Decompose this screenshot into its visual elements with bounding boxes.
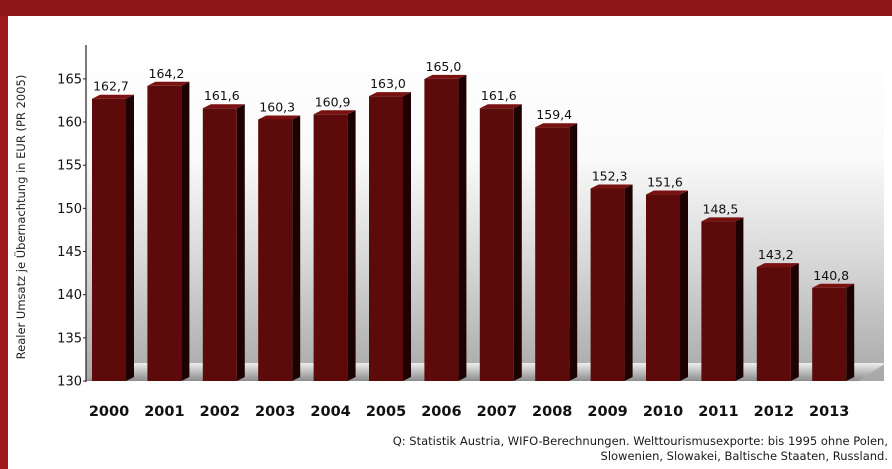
header-band <box>0 0 892 16</box>
x-tick-label: 2001 <box>144 404 184 420</box>
x-tick-label: 2008 <box>532 404 572 420</box>
bar-side <box>624 184 633 381</box>
x-tick-label: 2000 <box>89 404 129 420</box>
bar <box>147 85 182 382</box>
bar <box>258 119 293 381</box>
x-tick-label: 2007 <box>477 404 517 420</box>
bar <box>202 108 237 382</box>
bar-value-label: 161,6 <box>204 88 240 103</box>
y-axis-label: Realer Umsatz je Übernachtung in EUR (PR… <box>12 75 28 360</box>
bar-value-label: 160,3 <box>259 99 295 114</box>
y-tick-label: 160 <box>57 116 82 131</box>
y-tick-label: 150 <box>57 202 82 217</box>
y-tick-label: 135 <box>57 331 82 346</box>
bar-value-label: 148,5 <box>703 201 739 216</box>
x-tick-label: 2011 <box>698 404 738 420</box>
bar-chart: 162,7 164,2 161,6 160,3 160,9 163,0 165,0 161,6… <box>12 36 886 420</box>
bar-value-label: 159,4 <box>536 107 572 122</box>
bar-side <box>513 104 522 382</box>
bar <box>369 96 403 381</box>
bar-top <box>701 217 744 222</box>
bar-value-label: 143,2 <box>758 247 794 262</box>
x-tick-label: 2004 <box>310 404 350 420</box>
bar-side <box>569 123 578 382</box>
x-tick-label: 2010 <box>643 404 683 420</box>
bar-top <box>258 115 301 120</box>
bar <box>756 267 791 381</box>
bar-side <box>680 190 688 381</box>
x-tick-label: 2003 <box>255 404 295 420</box>
x-tick-label: 2013 <box>809 404 849 420</box>
bar-value-label: 163,0 <box>370 76 406 91</box>
bar-value-label: 152,3 <box>592 169 628 184</box>
bar-top <box>202 104 245 109</box>
y-tick-label: 140 <box>57 288 82 303</box>
bar-value-label: 164,2 <box>149 66 185 81</box>
bar-top <box>313 110 356 115</box>
x-tick-label: 2012 <box>754 404 794 420</box>
bar-value-label: 151,6 <box>647 175 683 190</box>
bar <box>812 287 847 381</box>
y-tick-label: 155 <box>57 159 82 174</box>
bar <box>535 127 570 381</box>
bar-top <box>756 263 799 268</box>
bar-side <box>181 81 190 382</box>
bar <box>424 78 459 381</box>
bar-top <box>590 184 633 189</box>
y-tick-label: 130 <box>57 375 82 390</box>
y-tick-label: 145 <box>57 245 82 260</box>
bar-top <box>369 92 411 97</box>
bar-top <box>424 74 467 79</box>
bar-top <box>535 123 578 128</box>
bar-top <box>147 81 190 86</box>
bar-value-label: 165,0 <box>426 59 462 74</box>
bar-side <box>458 74 467 381</box>
source-line-2: Slowenien, Slowakei, Baltische Staaten, … <box>600 449 888 463</box>
bar-value-label: 160,9 <box>315 94 351 109</box>
bar-side <box>236 104 245 382</box>
bar <box>701 221 736 381</box>
y-tick-label: 165 <box>57 72 82 87</box>
bar <box>590 188 625 381</box>
bar-top <box>646 190 688 195</box>
x-tick-label: 2002 <box>200 404 240 420</box>
bar-side <box>292 115 301 381</box>
bar-value-label: 162,7 <box>93 79 129 94</box>
bar-top <box>479 104 522 109</box>
bar-value-label: 161,6 <box>481 88 517 103</box>
bar <box>646 194 680 381</box>
chart-panel: 162,7 164,2 161,6 160,3 160,9 163,0 165,0 161,6… <box>8 16 892 469</box>
bar-side <box>735 217 744 381</box>
bar-side <box>126 94 134 381</box>
bar-side <box>790 263 799 381</box>
source-note: Q: Statistik Austria, WIFO-Berechnungen.… <box>248 434 888 464</box>
source-line-1: Q: Statistik Austria, WIFO-Berechnungen.… <box>392 434 888 448</box>
bar <box>92 98 126 381</box>
bar <box>313 114 348 381</box>
x-tick-label: 2006 <box>421 404 461 420</box>
x-tick-label: 2009 <box>587 404 627 420</box>
x-tick-label: 2005 <box>366 404 406 420</box>
bar-side <box>403 92 411 381</box>
bar-top <box>812 283 855 288</box>
bar-value-label: 140,8 <box>813 268 849 283</box>
bar-top <box>92 94 134 99</box>
bar <box>479 108 514 382</box>
bar-side <box>846 283 855 381</box>
bar-side <box>347 110 356 381</box>
